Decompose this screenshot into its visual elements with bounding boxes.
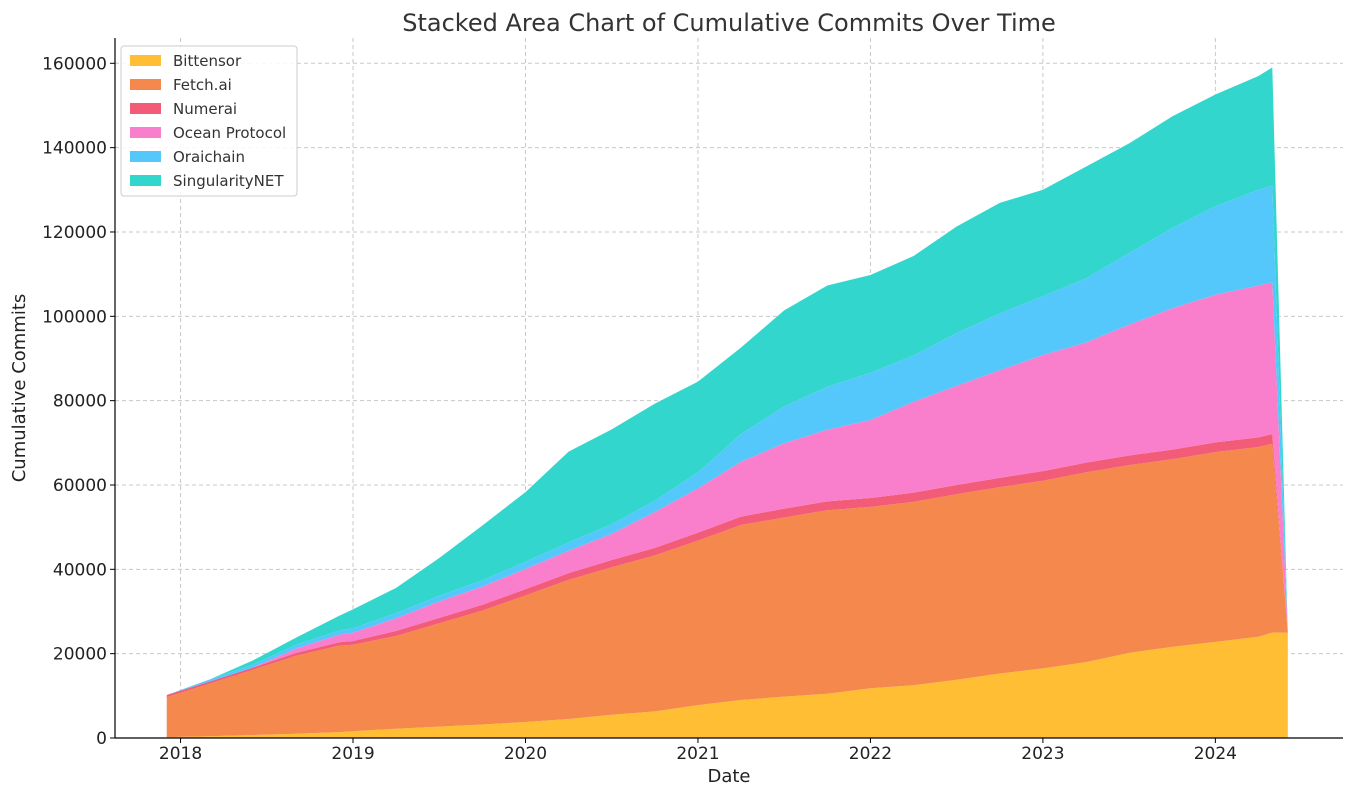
y-tick-label: 140000 (42, 139, 107, 159)
legend-label-oraichain: Oraichain (173, 148, 245, 166)
x-tick-label: 2022 (849, 744, 892, 764)
legend-swatch-ocean-protocol (130, 127, 161, 138)
legend-label-bittensor: Bittensor (173, 52, 242, 70)
chart-title: Stacked Area Chart of Cumulative Commits… (402, 9, 1056, 37)
area-ocean-protocol (166, 282, 1288, 695)
area-singularitynet (166, 67, 1288, 695)
x-tick-label: 2023 (1021, 744, 1064, 764)
legend-label-singularitynet: SingularityNET (173, 172, 284, 190)
legend-swatch-fetch-ai (130, 79, 161, 90)
x-tick-label: 2020 (504, 744, 547, 764)
legend-label-numerai: Numerai (173, 100, 237, 118)
legend-swatch-singularitynet (130, 175, 161, 186)
y-tick-label: 20000 (53, 645, 107, 665)
y-tick-label: 120000 (42, 223, 107, 243)
y-tick-label: 100000 (42, 307, 107, 327)
x-tick-label: 2021 (676, 744, 719, 764)
legend-swatch-bittensor (130, 55, 161, 66)
area-layer (166, 67, 1288, 738)
y-tick-label: 0 (96, 729, 107, 749)
legend-swatch-oraichain (130, 151, 161, 162)
axes: 2018 2019 2020 2021 2022 2023 2024 0 20000 40000 6… (42, 38, 1343, 764)
x-tick-label: 2018 (159, 744, 202, 764)
legend-label-fetch-ai: Fetch.ai (173, 76, 232, 94)
x-tick-label: 2019 (331, 744, 374, 764)
legend-box (120, 45, 298, 197)
legend: Bittensor Fetch.ai Numerai Ocean Protocol Or… (120, 45, 298, 197)
legend-swatch-numerai (130, 103, 161, 114)
x-axis-label: Date (707, 766, 750, 787)
area-bittensor (166, 632, 1288, 738)
x-tick-label: 2024 (1194, 744, 1237, 764)
legend-label-ocean-protocol: Ocean Protocol (173, 124, 286, 142)
y-axis-label: Cumulative Commits (9, 294, 30, 483)
y-tick-label: 60000 (53, 476, 107, 496)
y-tick-label: 40000 (53, 560, 107, 580)
y-tick-label: 80000 (53, 392, 107, 412)
y-tick-label: 160000 (42, 54, 107, 74)
area-oraichain (166, 185, 1288, 695)
area-fetch-ai (166, 443, 1288, 738)
